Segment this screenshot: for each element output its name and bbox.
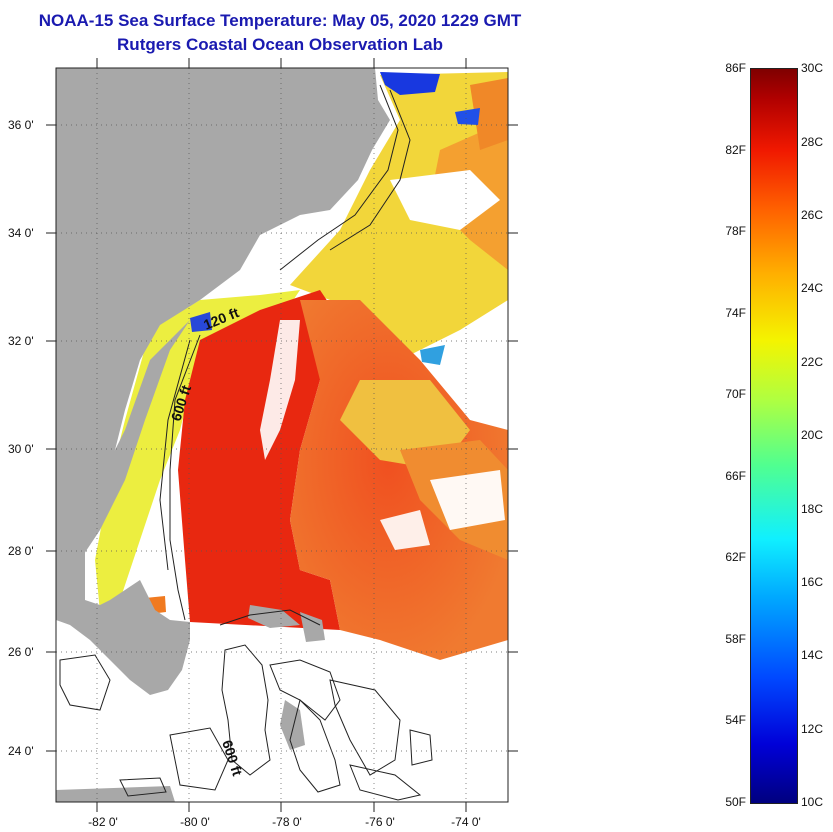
lat-label: 26 0' bbox=[8, 645, 34, 659]
colorbar-c-label: 20C bbox=[801, 428, 824, 442]
colorbar-c-label: 28C bbox=[801, 135, 824, 149]
temperature-colorbar bbox=[750, 68, 798, 804]
graticule bbox=[56, 68, 508, 802]
lat-label: 36 0' bbox=[8, 118, 34, 132]
lat-label: 34 0' bbox=[8, 226, 34, 240]
colorbar-f-label: 74F bbox=[725, 306, 746, 320]
colorbar-c-label: 22C bbox=[801, 355, 824, 369]
lon-label: -80 0' bbox=[180, 815, 210, 829]
colorbar-f-label: 66F bbox=[725, 469, 746, 483]
sst-data-layer bbox=[56, 72, 508, 660]
colorbar-f-label: 54F bbox=[725, 713, 746, 727]
colorbar-c-label: 16C bbox=[801, 575, 824, 589]
colorbar-f-label: 86F bbox=[725, 61, 746, 75]
lat-label: 24 0' bbox=[8, 744, 34, 758]
colorbar-f-label: 70F bbox=[725, 387, 746, 401]
colorbar-f-label: 50F bbox=[725, 795, 746, 809]
colorbar-f-label: 78F bbox=[725, 224, 746, 238]
map-frame bbox=[55, 67, 509, 803]
map-subtitle: Rutgers Coastal Ocean Observation Lab bbox=[117, 35, 443, 54]
colorbar-c-label: 10C bbox=[801, 795, 824, 809]
land-layer bbox=[56, 68, 390, 802]
colorbar-c-label: 12C bbox=[801, 722, 824, 736]
colorbar-f-label: 58F bbox=[725, 632, 746, 646]
lon-label: -74 0' bbox=[451, 815, 481, 829]
colorbar-f-label: 62F bbox=[725, 550, 746, 564]
colorbar-c-label: 18C bbox=[801, 502, 824, 516]
lon-label: -76 0' bbox=[365, 815, 395, 829]
frame-ticks bbox=[46, 58, 518, 812]
map-title: NOAA-15 Sea Surface Temperature: May 05,… bbox=[38, 11, 522, 30]
bathymetry-contours bbox=[59, 84, 433, 801]
lat-label: 30 0' bbox=[8, 442, 34, 456]
lat-label: 32 0' bbox=[8, 334, 34, 348]
lon-label: -82 0' bbox=[88, 815, 118, 829]
colorbar-f-label: 82F bbox=[725, 143, 746, 157]
colorbar-c-label: 24C bbox=[801, 281, 824, 295]
lat-label: 28 0' bbox=[8, 544, 34, 558]
colorbar-c-label: 14C bbox=[801, 648, 824, 662]
lon-label: -78 0' bbox=[272, 815, 302, 829]
colorbar-c-label: 30C bbox=[801, 61, 824, 75]
colorbar-c-label: 26C bbox=[801, 208, 824, 222]
